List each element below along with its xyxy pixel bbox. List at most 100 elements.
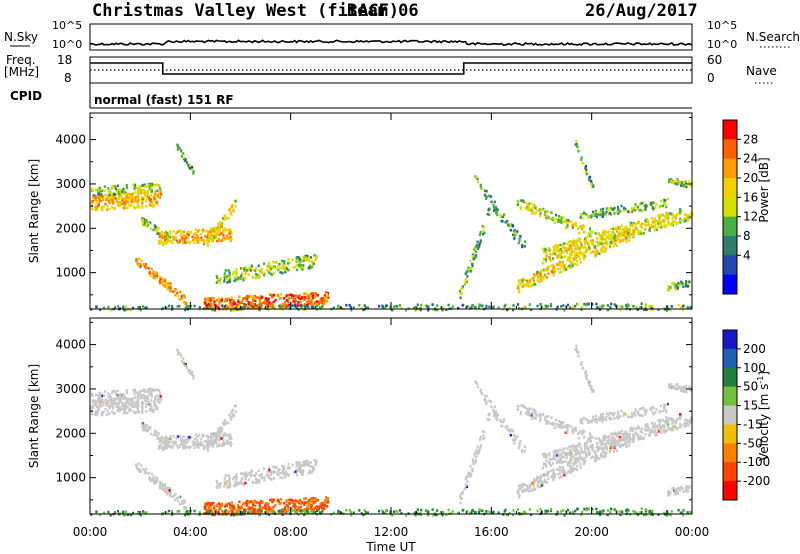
power-cell xyxy=(618,230,621,234)
velocity-cell xyxy=(204,502,207,506)
power-cell xyxy=(202,239,205,242)
velocity-cell xyxy=(186,435,189,439)
power-cell xyxy=(471,262,474,266)
power-cell xyxy=(581,216,584,220)
velocity-cell xyxy=(557,468,560,471)
velocity-cell xyxy=(179,443,182,447)
velocity-cell xyxy=(242,502,245,505)
velocity-cell xyxy=(241,482,244,485)
power-cell xyxy=(305,295,308,299)
velocity-cell xyxy=(676,426,679,430)
power-cell xyxy=(461,304,464,307)
velocity-cell xyxy=(523,483,526,487)
power-cell xyxy=(136,260,139,263)
power-cell xyxy=(103,306,106,310)
velocity-cell xyxy=(297,507,301,511)
power-cell xyxy=(174,235,177,239)
power-cell xyxy=(445,308,448,311)
velocity-cell xyxy=(265,502,268,505)
power-cell xyxy=(558,264,561,267)
power-cell xyxy=(557,246,560,250)
power-cell xyxy=(653,225,656,229)
velocity-cell xyxy=(108,394,111,397)
power-cell xyxy=(624,232,627,236)
power-cell xyxy=(479,183,482,187)
velocity-cell xyxy=(677,508,680,512)
power-cell xyxy=(305,302,308,305)
power-cell xyxy=(469,270,472,273)
velocity-cell xyxy=(518,444,521,447)
velocity-cell xyxy=(105,413,109,416)
velocity-cell xyxy=(117,402,120,406)
power-cell xyxy=(149,184,152,188)
velocity-cell xyxy=(157,447,161,450)
freq-line xyxy=(90,62,692,75)
power-cell xyxy=(102,195,105,198)
power-cell xyxy=(281,266,284,270)
power-cell xyxy=(103,189,106,192)
velocity-cell xyxy=(124,513,127,517)
velocity-cell xyxy=(268,476,271,479)
power-cell xyxy=(107,190,110,194)
velocity-cell xyxy=(184,441,187,445)
velocity-cell xyxy=(218,438,221,442)
velocity-cell xyxy=(484,394,487,398)
velocity-cell xyxy=(287,505,290,508)
power-cell xyxy=(201,228,205,232)
velocity-cell xyxy=(294,470,297,474)
power-cell xyxy=(228,280,231,283)
velocity-cell xyxy=(244,501,247,505)
power-cell xyxy=(622,238,625,241)
velocity-cell xyxy=(563,447,566,450)
velocity-cell xyxy=(545,473,548,477)
velocity-cell xyxy=(395,509,398,513)
velocity-cell xyxy=(209,501,212,505)
velocity-cell xyxy=(100,405,103,408)
power-cell xyxy=(216,226,219,230)
power-cell xyxy=(166,283,169,286)
power-cell xyxy=(609,240,612,244)
power-cell xyxy=(378,304,381,308)
velocity-cell xyxy=(287,508,291,512)
power-cell xyxy=(610,227,613,231)
power-cell xyxy=(306,254,309,258)
velocity-cell xyxy=(239,508,242,512)
velocity-cell xyxy=(166,488,169,491)
power-cell xyxy=(488,213,491,217)
power-cell xyxy=(161,278,164,282)
power-cell xyxy=(269,272,272,276)
velocity-cell xyxy=(562,460,565,464)
velocity-cell xyxy=(474,452,477,455)
power-cell xyxy=(177,294,180,298)
velocity-cell xyxy=(484,399,487,402)
power-cell xyxy=(256,275,259,279)
power-cell xyxy=(521,245,524,249)
power-cell xyxy=(632,224,635,228)
power-cell xyxy=(273,272,276,275)
velocity-cell xyxy=(647,425,650,428)
velocity-cell xyxy=(313,501,316,504)
velocity-cell xyxy=(682,509,685,513)
velocity-cell xyxy=(149,392,153,396)
velocity-cell xyxy=(546,509,550,513)
power-cell xyxy=(299,297,302,301)
power-cell xyxy=(146,190,149,193)
velocity-cell xyxy=(234,410,237,413)
power-cell xyxy=(639,209,642,212)
power-cell xyxy=(605,210,608,214)
power-y-label: Slant Range [km] xyxy=(27,159,41,263)
power-cell xyxy=(518,289,521,292)
power-cell xyxy=(134,199,137,203)
velocity-cell xyxy=(107,395,110,399)
velocity-cell xyxy=(108,398,111,402)
velocity-cell xyxy=(558,476,561,479)
power-cell xyxy=(313,296,316,299)
power-cell xyxy=(476,180,480,184)
power-cell xyxy=(503,305,506,308)
power-cell xyxy=(570,220,573,224)
power-cell xyxy=(302,259,305,263)
power-cell xyxy=(114,187,117,191)
power-cell xyxy=(521,279,524,282)
power-cell xyxy=(175,239,178,242)
velocity-cell xyxy=(209,504,212,508)
